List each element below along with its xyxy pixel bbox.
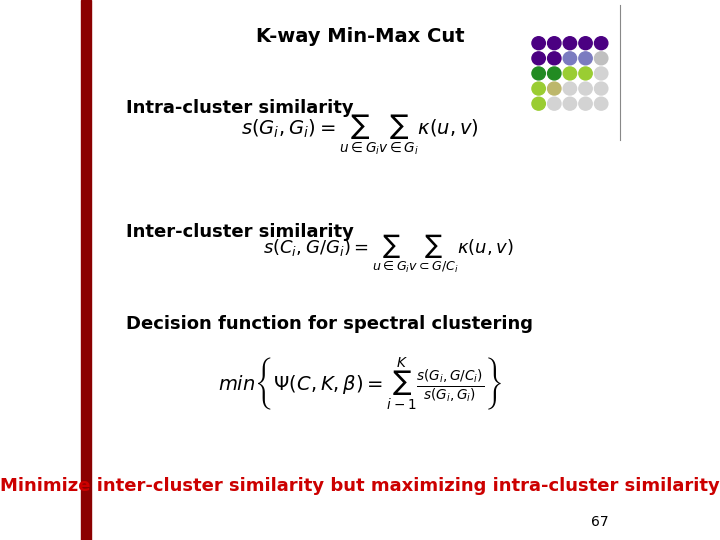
Circle shape [532, 37, 545, 50]
Circle shape [563, 67, 577, 80]
Circle shape [532, 67, 545, 80]
Circle shape [595, 37, 608, 50]
Text: Decision function for spectral clustering: Decision function for spectral clusterin… [125, 315, 533, 333]
Circle shape [595, 97, 608, 110]
Circle shape [532, 52, 545, 65]
Circle shape [579, 37, 593, 50]
Circle shape [548, 67, 561, 80]
Circle shape [579, 97, 593, 110]
Circle shape [579, 67, 593, 80]
Text: $min \left\{ \Psi(C, K, \beta) = \sum_{i-1}^{K} \frac{s(G_i, G/C_i)}{s(G_i, G_i): $min \left\{ \Psi(C, K, \beta) = \sum_{i… [218, 355, 502, 412]
Circle shape [563, 97, 577, 110]
Circle shape [548, 97, 561, 110]
Circle shape [595, 52, 608, 65]
Circle shape [579, 52, 593, 65]
Circle shape [579, 82, 593, 95]
Circle shape [532, 82, 545, 95]
Text: 67: 67 [591, 515, 609, 529]
Text: $s(G_i, G_i) = \sum_{u \in G_i} \sum_{v \in G_i} \kappa(u, v)$: $s(G_i, G_i) = \sum_{u \in G_i} \sum_{v … [241, 113, 479, 157]
Circle shape [532, 97, 545, 110]
Bar [81, 0, 91, 540]
Circle shape [595, 82, 608, 95]
Circle shape [548, 52, 561, 65]
Circle shape [548, 37, 561, 50]
Circle shape [563, 52, 577, 65]
Text: Inter-cluster similarity: Inter-cluster similarity [125, 223, 354, 241]
Circle shape [563, 37, 577, 50]
Circle shape [548, 82, 561, 95]
Text: K-way Min-Max Cut: K-way Min-Max Cut [256, 27, 464, 46]
Text: Intra-cluster similarity: Intra-cluster similarity [125, 99, 353, 117]
Text: $s(C_i, G/G_i) = \sum_{u \in G_i} \sum_{v \subset G/C_i} \kappa(u, v)$: $s(C_i, G/G_i) = \sum_{u \in G_i} \sum_{… [263, 233, 513, 275]
Circle shape [595, 67, 608, 80]
Text: Minimize inter-cluster similarity but maximizing intra-cluster similarity: Minimize inter-cluster similarity but ma… [0, 477, 720, 495]
Circle shape [563, 82, 577, 95]
